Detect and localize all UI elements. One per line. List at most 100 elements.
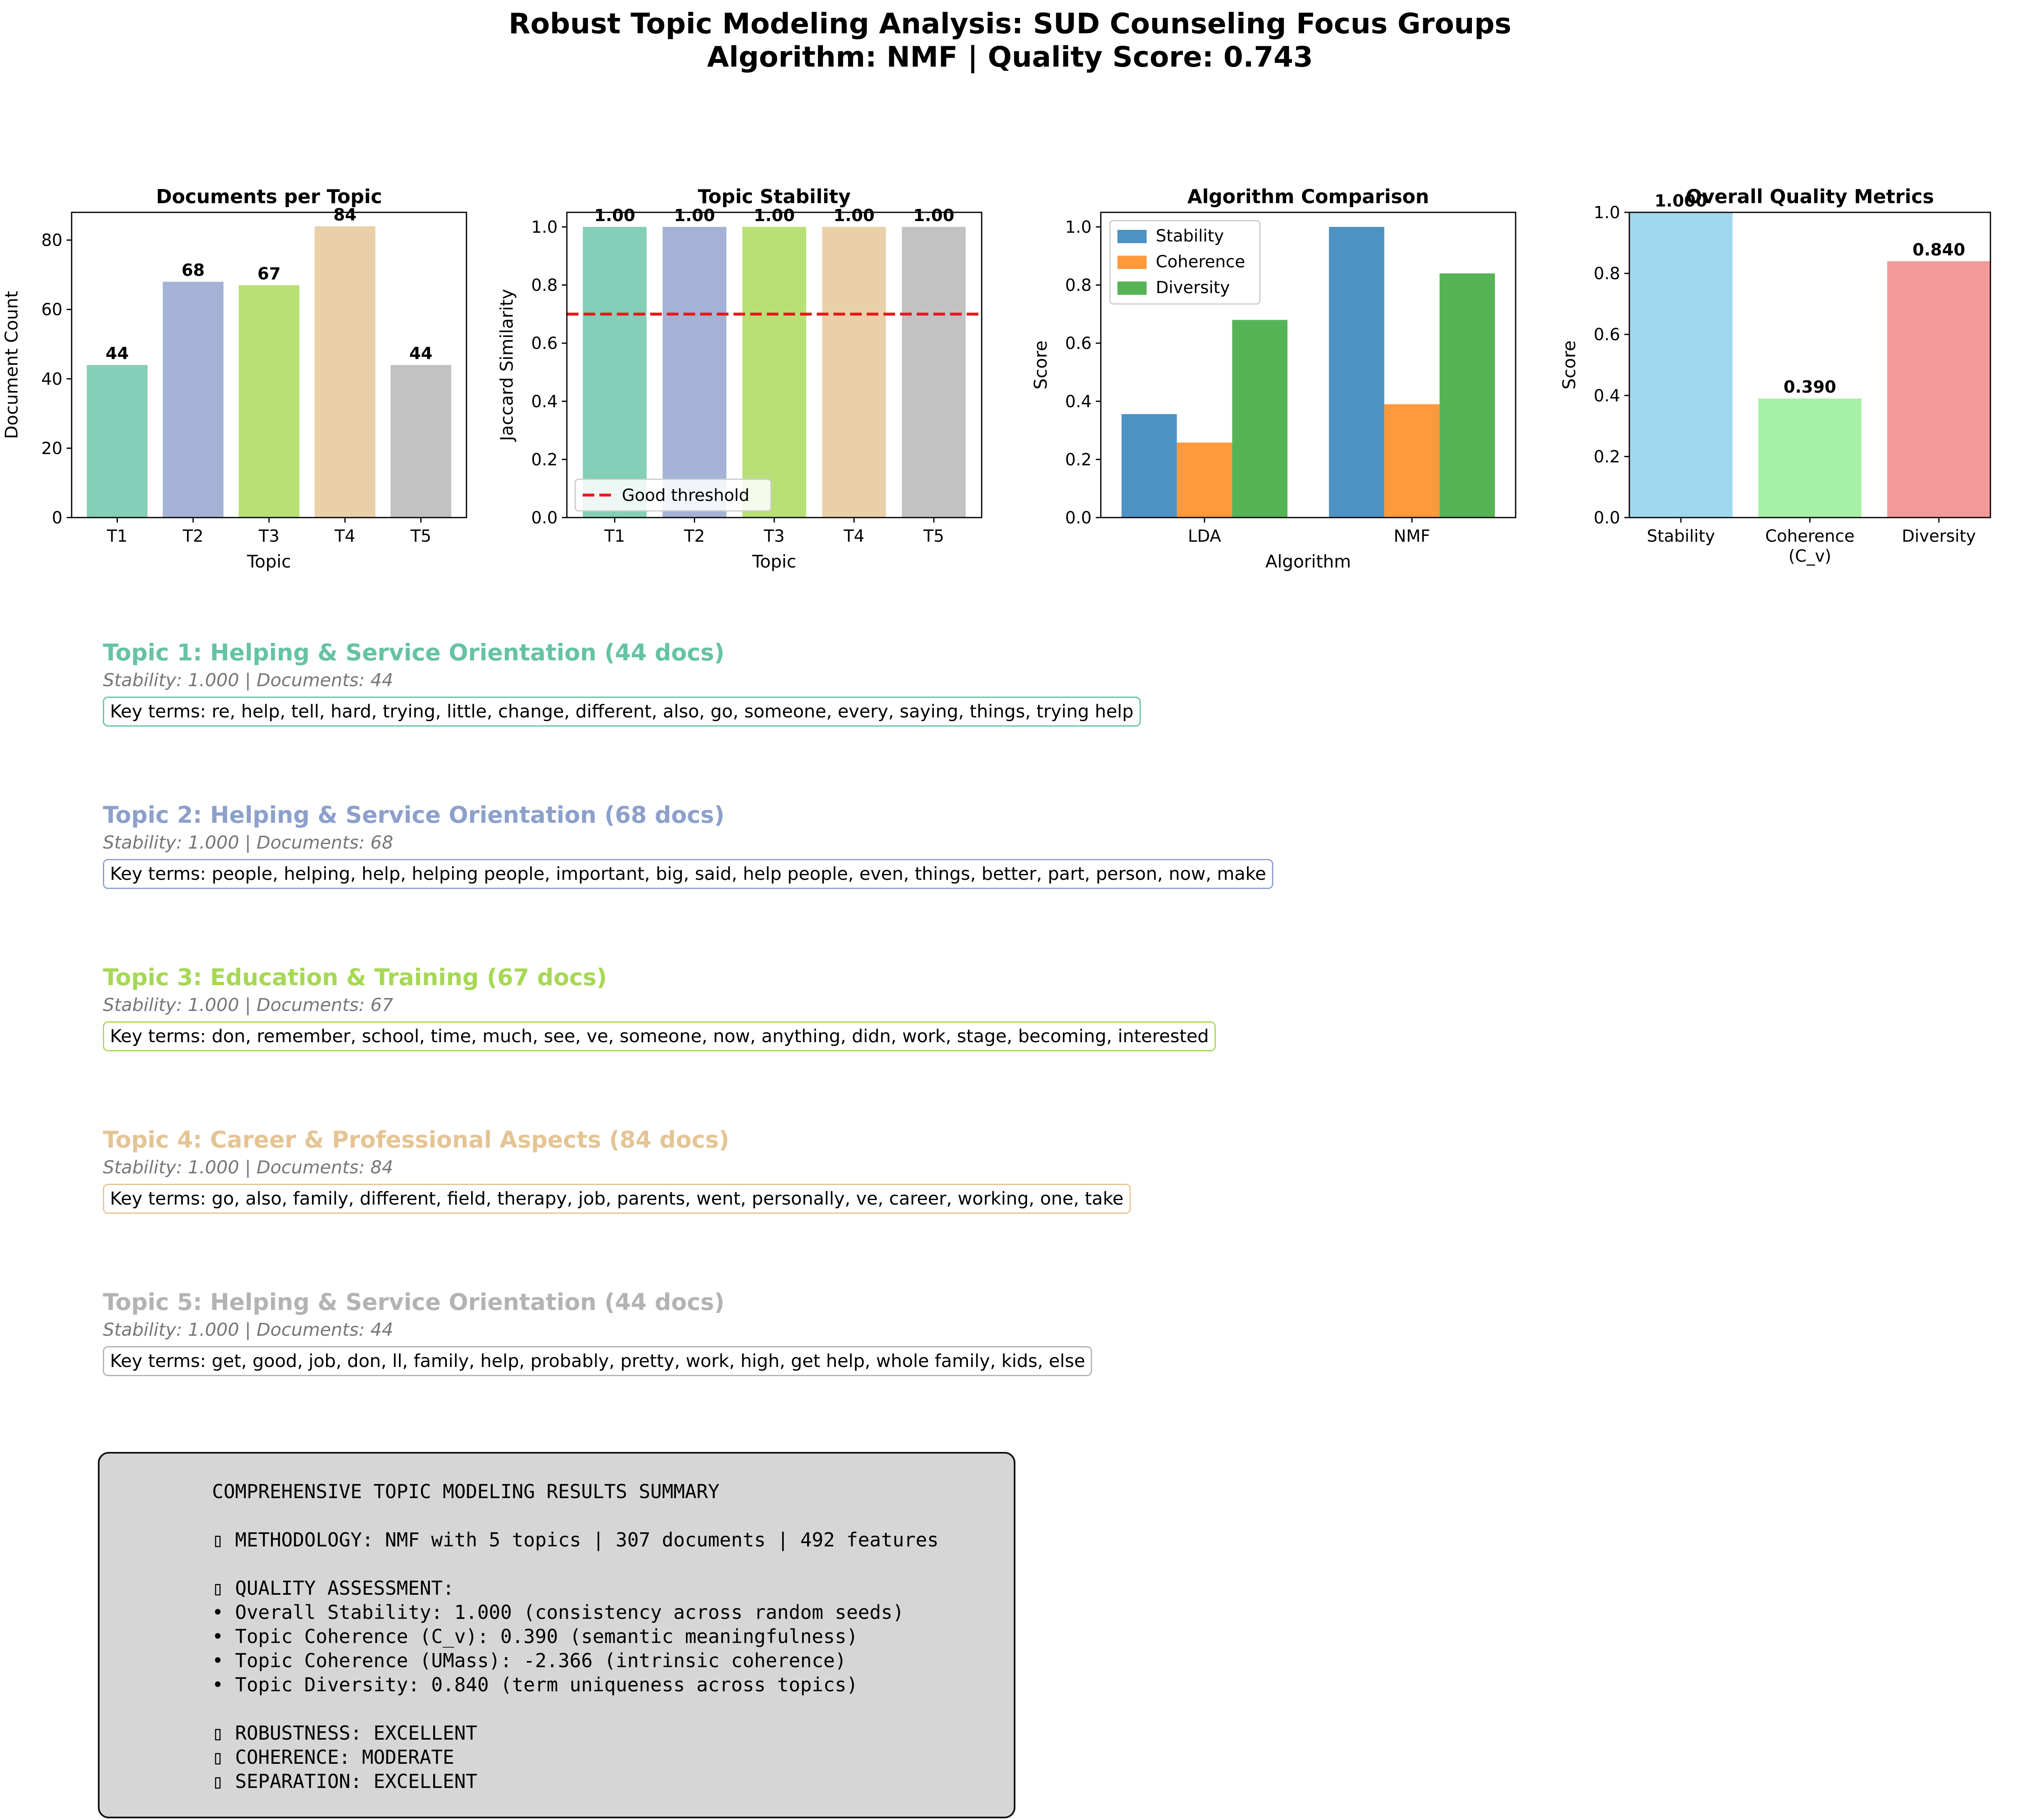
bar-diversity-nmf xyxy=(1439,273,1495,518)
y-tick-label: 20 xyxy=(41,439,62,458)
data-label: 44 xyxy=(106,344,129,364)
summary-line: COMPREHENSIVE TOPIC MODELING RESULTS SUM… xyxy=(212,1480,720,1503)
y-tick-label: 0.8 xyxy=(1594,264,1620,284)
x-tick-label: T2 xyxy=(182,527,204,546)
topic-block-3: Topic 3: Education & Training (67 docs) S… xyxy=(103,964,1216,1051)
y-tick-label: 0.4 xyxy=(1594,386,1620,406)
x-tick-label: T4 xyxy=(334,527,355,546)
data-label: 1.00 xyxy=(833,206,875,225)
topic-meta: Stability: 1.000 | Documents: 84 xyxy=(103,1157,394,1178)
legend-label: Coherence xyxy=(1156,252,1245,271)
data-label: 1.00 xyxy=(594,206,636,225)
y-tick-label: 0.0 xyxy=(1594,508,1620,528)
bar-t5 xyxy=(390,365,451,518)
chart-title: Overall Quality Metrics xyxy=(1686,185,1934,208)
bar-t4 xyxy=(314,226,376,518)
legend-box xyxy=(1109,220,1261,305)
x-tick-label: NMF xyxy=(1394,527,1430,546)
summary-line: ▯ ROBUSTNESS: EXCELLENT xyxy=(212,1722,477,1744)
y-tick-label: 0.4 xyxy=(531,392,558,411)
x-tick-label: T5 xyxy=(923,527,944,546)
topic-block-4: Topic 4: Career & Professional Aspects (… xyxy=(103,1126,1131,1214)
y-tick-label: 0 xyxy=(52,508,62,528)
data-label: 0.390 xyxy=(1783,378,1836,397)
legend-swatch-diversity xyxy=(1117,281,1147,295)
bar-t1 xyxy=(87,365,148,518)
topic-key-terms: Key terms: go, also, family, different, … xyxy=(103,1184,1131,1214)
data-label: 67 xyxy=(257,264,281,284)
legend-swatch-stability xyxy=(1117,230,1147,243)
y-tick-label: 1.0 xyxy=(1594,203,1620,222)
y-tick-label: 0.6 xyxy=(1065,334,1092,353)
data-label: 84 xyxy=(333,205,357,224)
charts-panel: 0 20 40 60 80 T1 T2 T3 T4 T5 44 68 67 84 44 Documents p… xyxy=(1,185,1991,572)
data-label: 1.00 xyxy=(754,206,795,225)
figure-title: Robust Topic Modeling Analysis: SUD Coun… xyxy=(0,7,2020,74)
y-axis-label: Jaccard Similarity xyxy=(496,289,517,442)
y-tick-label: 80 xyxy=(41,231,62,250)
chart-title: Algorithm Comparison xyxy=(1187,185,1429,208)
axes-frame xyxy=(1100,212,1516,518)
summary-line: • Topic Coherence (C_v): 0.390 (semantic… xyxy=(212,1625,858,1648)
bar-diversity xyxy=(1887,261,1990,518)
y-tick-label: 1.0 xyxy=(531,218,558,237)
summary-line: ▯ COHERENCE: MODERATE xyxy=(212,1746,454,1768)
y-tick-label: 0.0 xyxy=(531,508,558,528)
bar-stability xyxy=(1629,212,1733,518)
x-tick-label: T4 xyxy=(843,527,865,546)
y-axis-label: Score xyxy=(1030,341,1051,390)
bar-coherence xyxy=(1758,398,1862,518)
bar-t1 xyxy=(583,227,647,518)
y-tick-label: 0.4 xyxy=(1065,392,1092,411)
summary-line: ▯ SEPARATION: EXCELLENT xyxy=(212,1770,477,1793)
summary-line: ▯ QUALITY ASSESSMENT: xyxy=(212,1577,454,1599)
bar-t4 xyxy=(822,227,886,518)
data-label: 0.840 xyxy=(1913,240,1965,259)
summary-line: • Topic Coherence (UMass): -2.366 (intri… xyxy=(212,1649,847,1672)
data-label: 1.00 xyxy=(674,206,715,225)
figure-title-line2: Algorithm: NMF | Quality Score: 0.743 xyxy=(707,41,1313,74)
data-label: 1.00 xyxy=(913,206,955,225)
x-tick-label: T2 xyxy=(684,527,705,546)
y-tick-label: 0.2 xyxy=(531,450,558,469)
summary-line: ▯ METHODOLOGY: NMF with 5 topics | 307 d… xyxy=(212,1529,939,1551)
figure-title-line1: Robust Topic Modeling Analysis: SUD Coun… xyxy=(509,7,1511,40)
topic-key-terms: Key terms: get, good, job, don, ll, fami… xyxy=(103,1346,1092,1376)
x-axis-label: Topic xyxy=(247,551,291,572)
topic-key-terms: Key terms: re, help, tell, hard, trying,… xyxy=(103,697,1141,727)
topic-title: Topic 4: Career & Professional Aspects (… xyxy=(103,1126,730,1153)
summary-line xyxy=(212,1504,1014,1528)
legend-swatch-coherence xyxy=(1117,256,1147,269)
bar-t5 xyxy=(902,227,966,518)
x-tick-label: T5 xyxy=(410,527,431,546)
data-label: 68 xyxy=(182,261,205,280)
topic-title: Topic 5: Helping & Service Orientation (… xyxy=(103,1289,725,1315)
summary-box: COMPREHENSIVE TOPIC MODELING RESULTS SUM… xyxy=(98,1452,1015,1818)
y-tick-label: 0.0 xyxy=(1065,508,1092,528)
y-tick-label: 0.8 xyxy=(531,276,558,295)
y-tick-label: 0.6 xyxy=(1594,325,1620,344)
y-tick-label: 60 xyxy=(41,300,62,319)
x-tick-label: Stability xyxy=(1647,527,1715,546)
y-tick-label: 40 xyxy=(41,370,62,389)
x-axis-label: Algorithm xyxy=(1265,551,1351,572)
chart-title: Topic Stability xyxy=(698,185,850,208)
bar-t3 xyxy=(239,285,299,518)
topic-meta: Stability: 1.000 | Documents: 44 xyxy=(103,1320,394,1340)
bar-t3 xyxy=(742,227,806,518)
bar-coherence-nmf xyxy=(1384,404,1440,518)
y-tick-label: 0.8 xyxy=(1065,276,1092,295)
x-tick-label: LDA xyxy=(1188,527,1221,546)
data-label: 44 xyxy=(409,344,433,364)
x-tick-label: Diversity xyxy=(1902,527,1976,546)
bar-t2 xyxy=(162,281,224,518)
topic-meta: Stability: 1.000 | Documents: 68 xyxy=(103,832,394,853)
y-axis-label: Score xyxy=(1559,341,1579,390)
bar-stability-nmf xyxy=(1329,227,1384,518)
x-tick-label: Coherence (C_v) xyxy=(1765,527,1855,566)
topic-block-1: Topic 1: Helping & Service Orientation (… xyxy=(103,639,1141,727)
data-label: 1.000 xyxy=(1655,192,1708,211)
topic-block-2: Topic 2: Helping & Service Orientation (… xyxy=(103,802,1273,889)
topic-title: Topic 2: Helping & Service Orientation (… xyxy=(103,802,725,828)
x-axis-label: Topic xyxy=(752,551,796,572)
